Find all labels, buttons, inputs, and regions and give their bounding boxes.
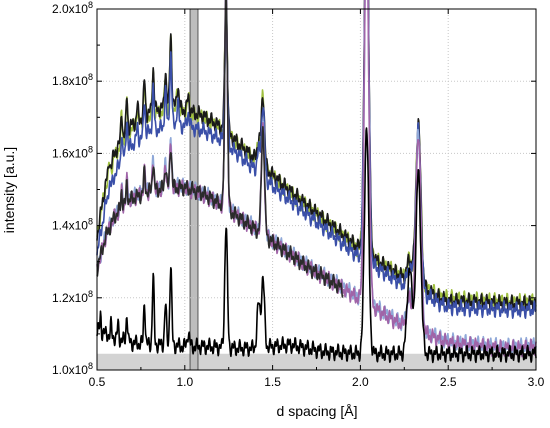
y-tick-label: 1.0x108: [52, 361, 93, 377]
series-line: [96, 0, 537, 319]
x-axis-label: d spacing [Å]: [277, 403, 358, 419]
y-tick-label: 1.2x108: [52, 289, 93, 305]
series-line: [96, 0, 344, 298]
x-tick-label: 0.5: [89, 375, 106, 389]
x-tick-label: 2.5: [440, 375, 457, 389]
x-tick-label: 2.0: [352, 375, 369, 389]
y-tick-label: 1.8x108: [52, 72, 93, 88]
series-line: [96, 0, 537, 314]
y-tick-label: 2.0x108: [52, 0, 93, 16]
ticks: 0.5 1.0 1.5 2.0 2.5 3.0 1.0x108 1.2x108 1.4x108 1…: [52, 0, 545, 389]
y-axis-label: intensity [a.u.]: [1, 147, 17, 233]
x-tick-label: 1.0: [176, 375, 193, 389]
x-tick-label: 1.5: [264, 375, 281, 389]
shaded-region-1: [97, 353, 536, 370]
series-line: [96, 0, 537, 358]
series-lines: [96, 0, 537, 364]
series-line: [96, 127, 537, 364]
y-tick-label: 1.4x108: [52, 217, 93, 233]
x-tick-label: 3.0: [528, 375, 545, 389]
y-tick-label: 1.6x108: [52, 144, 93, 160]
